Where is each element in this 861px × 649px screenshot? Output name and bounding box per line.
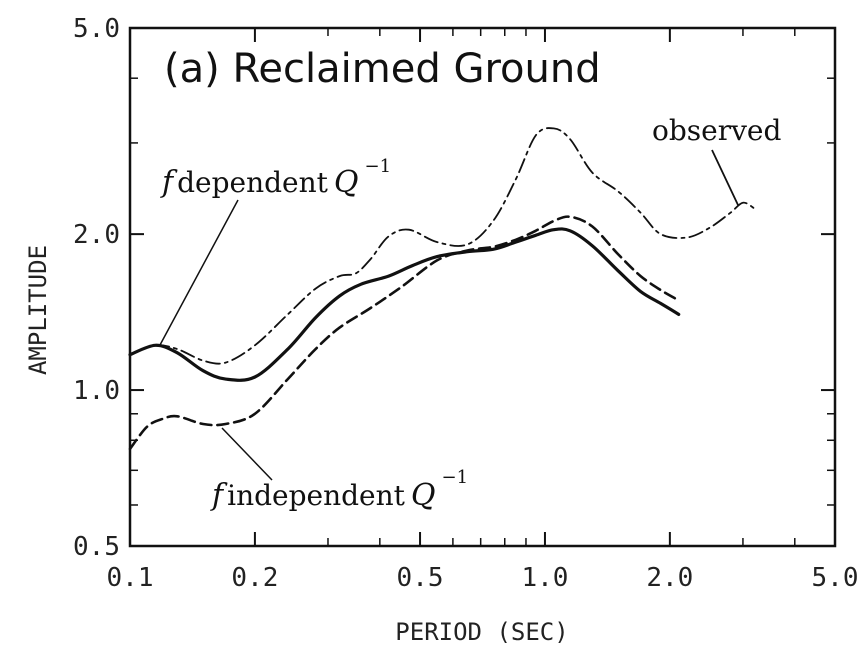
annotation-observed-leader [711,149,739,206]
annotation-f-independent-f: f [210,478,228,513]
x-tick-label: 0.1 [107,563,154,593]
series-line-2 [128,227,681,382]
annotation-f-independent: f independent Q −1 [210,427,468,513]
annotation-f-dependent-leader [159,199,239,346]
annotation-f-independent-label: f independent Q −1 [210,467,468,513]
y-tick-label: 2.0 [73,220,120,250]
chart-title: (a) Reclaimed Ground [164,46,601,92]
annotation-f-dependent-q: Q [334,165,359,200]
y-tick-label: 0.5 [73,532,120,562]
x-tick-label: 0.2 [231,563,278,593]
annotation-f-dependent-exp: −1 [365,156,392,177]
y-axis-label: AMPLITUDE [24,245,52,375]
series-lines [128,127,756,451]
series-line-1 [129,127,756,365]
annotation-observed-label: observed [652,114,781,147]
y-tick-label: 5.0 [73,14,120,44]
y-tick-label: 1.0 [73,376,120,406]
annotation-f-dependent-f: f [160,165,178,200]
plot-frame [128,26,837,548]
annotation-f-dependent-text: dependent [177,166,329,199]
x-tick-label: 1.0 [521,563,568,593]
annotation-f-dependent-label: f dependent Q −1 [160,156,391,200]
series-line-3 [128,215,680,451]
axis-ticks [129,27,836,547]
annotation-f-independent-text: independent [227,479,406,512]
x-tick-label: 2.0 [646,563,693,593]
annotation-f-dependent: f dependent Q −1 [159,156,391,346]
y-tick-labels: 0.5 1.0 2.0 5.0 [73,14,120,562]
annotation-f-independent-q: Q [411,478,436,513]
x-tick-labels: 0.1 0.2 0.5 1.0 2.0 5.0 [107,563,859,593]
annotation-observed: observed [652,114,781,206]
annotation-f-independent-exp: −1 [442,467,469,488]
x-tick-label: 5.0 [812,563,859,593]
x-tick-label: 0.5 [397,563,444,593]
x-axis-label: PERIOD (SEC) [395,618,568,646]
annotation-f-independent-leader [221,427,273,481]
